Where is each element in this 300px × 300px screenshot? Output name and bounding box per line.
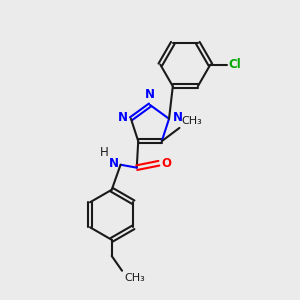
Text: N: N [109,157,119,170]
Text: H: H [100,146,109,159]
Text: N: N [172,111,183,124]
Text: CH₃: CH₃ [124,273,145,283]
Text: CH₃: CH₃ [181,116,202,126]
Text: N: N [117,111,128,124]
Text: O: O [161,157,171,170]
Text: N: N [145,88,155,101]
Text: Cl: Cl [228,58,241,71]
